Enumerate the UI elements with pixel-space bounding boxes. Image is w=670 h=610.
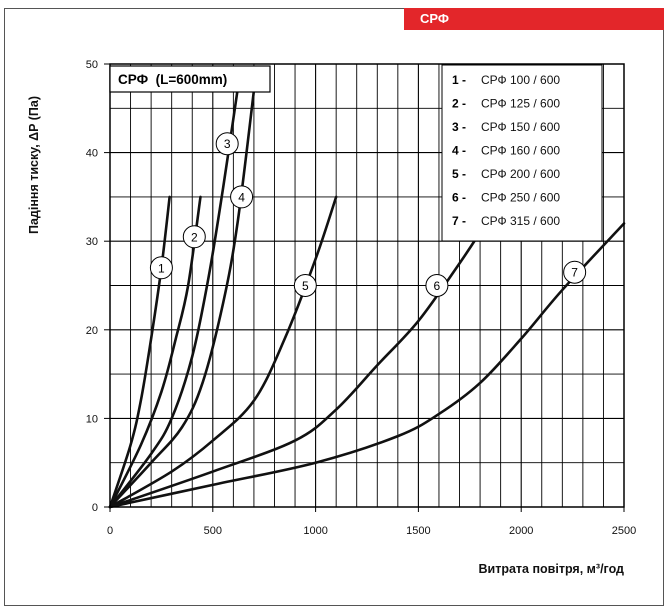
title-background xyxy=(109,65,271,93)
chart-title: СРФ (L=600mm) xyxy=(118,72,227,87)
series-label-circle-4 xyxy=(230,185,254,209)
series-line-6 xyxy=(108,231,482,509)
legend-number-2: 2 - xyxy=(452,97,466,111)
legend-label-5: СРФ 200 / 600 xyxy=(481,167,560,181)
series-label-circle-2 xyxy=(182,225,206,249)
x-tick-label: 1000 xyxy=(303,525,327,537)
legend-number-1: 1 - xyxy=(452,73,466,87)
legend-box xyxy=(441,64,603,242)
series-line-1 xyxy=(108,195,171,509)
plot-border xyxy=(109,63,625,508)
legend-number-5: 5 - xyxy=(452,167,466,181)
series-label-circle-1 xyxy=(149,256,173,280)
chart-title-box: СРФ (L=600mm) xyxy=(109,65,271,93)
x-axis-label: Витрата повітря, м³/год xyxy=(479,562,625,576)
legend: 1 - СРФ 100 / 600 2 - СРФ 125 / 600 3 - СРФ 1… xyxy=(441,64,603,242)
y-axis-label: Падіння тиску, ΔP (Па) xyxy=(27,96,41,234)
figure-frame xyxy=(4,8,664,606)
legend-label-6: СРФ 250 / 600 xyxy=(481,191,560,205)
legend-label-1: СРФ 100 / 600 xyxy=(481,73,560,87)
series-line-2 xyxy=(108,195,202,509)
y-tick-label: 0 xyxy=(92,502,98,514)
series-label-circle-5 xyxy=(293,274,317,297)
legend-number-7: 7 - xyxy=(452,214,466,228)
x-tick-label: 500 xyxy=(204,525,222,537)
series-label-6: 6 xyxy=(434,279,441,293)
legend-label-3: СРФ 150 / 600 xyxy=(481,120,560,134)
y-tick-label: 20 xyxy=(86,325,98,337)
x-ticks: 0 500 1000 1500 2000 2500 xyxy=(107,507,636,537)
series-label-4: 4 xyxy=(238,190,245,204)
y-ticks: 0 10 20 30 40 50 xyxy=(86,59,110,514)
series-label-2: 2 xyxy=(191,230,198,244)
y-tick-label: 50 xyxy=(86,59,98,71)
y-tick-label: 30 xyxy=(86,236,98,248)
legend-label-4: СРФ 160 / 600 xyxy=(481,144,560,158)
series-label-circle-7 xyxy=(563,260,587,284)
y-tick-label: 40 xyxy=(86,148,98,160)
x-tick-label: 2000 xyxy=(509,525,533,537)
series-layer: 1 2 3 4 5 6 7 xyxy=(108,89,626,509)
series-line-3 xyxy=(108,89,239,509)
legend-label-7: СРФ 315 / 600 xyxy=(481,214,560,228)
series-line-7 xyxy=(108,222,626,509)
legend-number-4: 4 - xyxy=(452,144,466,158)
y-tick-label: 10 xyxy=(86,413,98,425)
legend-number-3: 3 - xyxy=(452,120,466,134)
x-tick-label: 2500 xyxy=(612,525,636,537)
legend-number-6: 6 - xyxy=(452,191,466,205)
product-tag: СРФ xyxy=(404,8,664,30)
x-tick-label: 0 xyxy=(107,525,113,537)
series-label-circle-6 xyxy=(425,274,449,297)
series-label-3: 3 xyxy=(224,137,231,151)
series-label-7: 7 xyxy=(571,266,578,280)
series-label-circle-3 xyxy=(215,132,239,156)
x-tick-label: 1500 xyxy=(406,525,430,537)
series-label-5: 5 xyxy=(302,279,309,293)
series-label-1: 1 xyxy=(158,261,165,275)
legend-label-2: СРФ 125 / 600 xyxy=(481,97,560,111)
series-line-5 xyxy=(108,195,338,509)
